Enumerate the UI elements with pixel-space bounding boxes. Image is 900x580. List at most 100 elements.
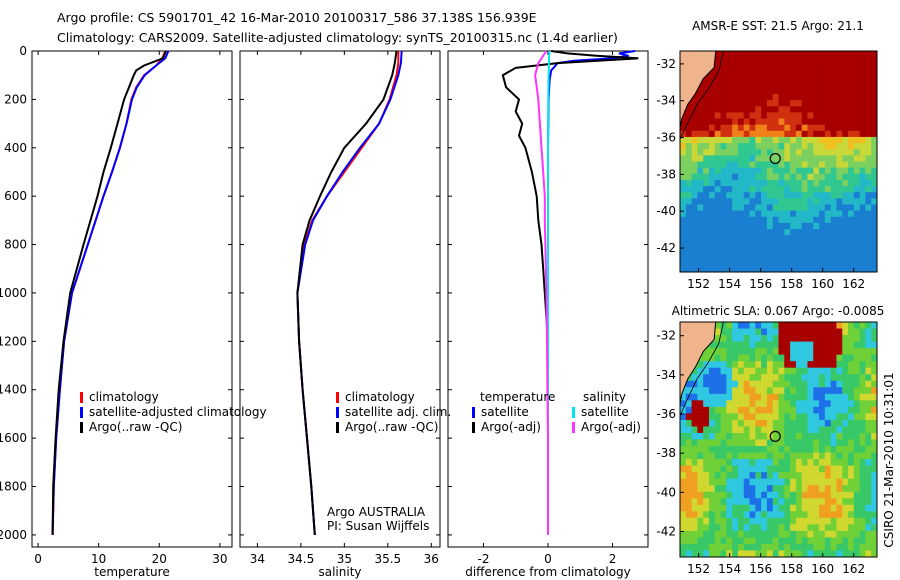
heatmap-cell (836, 51, 843, 58)
heatmap-cell (842, 186, 849, 193)
heatmap-cell (732, 179, 739, 187)
heatmap-cell (743, 530, 750, 538)
heatmap-cell (755, 161, 762, 169)
heatmap-cell (703, 247, 710, 254)
heatmap-cell (842, 118, 849, 126)
heatmap-cell (848, 106, 855, 113)
heatmap-cell (871, 204, 878, 212)
heatmap-cell (853, 387, 861, 395)
heatmap-cell (720, 413, 727, 421)
heatmap-cell (772, 348, 779, 356)
heatmap-cell (685, 118, 692, 126)
heatmap-cell (772, 517, 779, 525)
heatmap-cell (685, 400, 692, 408)
heatmap-cell (772, 155, 779, 162)
heatmap-cell (801, 241, 808, 248)
heatmap-cell (871, 335, 878, 342)
heatmap-cell (813, 393, 820, 401)
heatmap-cell (680, 241, 687, 248)
heatmap-cell (766, 485, 774, 493)
heatmap-cell (761, 393, 768, 401)
heatmap-cell (824, 439, 832, 447)
heatmap-cell (755, 222, 762, 230)
heatmap-cell (743, 173, 750, 181)
heatmap-cell (801, 51, 808, 58)
heatmap-cell (865, 51, 872, 58)
heatmap-cell (697, 400, 704, 408)
heatmap-cell (685, 459, 692, 467)
heatmap-cell (691, 530, 698, 538)
x-tick-label: 10 (91, 552, 106, 566)
heatmap-cell (761, 432, 768, 440)
heatmap-cell (691, 136, 698, 144)
heatmap-cell (859, 387, 866, 395)
heatmap-cell (697, 161, 704, 169)
heatmap-cell (784, 524, 791, 532)
heatmap-cell (807, 100, 814, 107)
heatmap-cell (732, 241, 739, 248)
heatmap-cell (807, 530, 814, 538)
heatmap-cell (824, 491, 832, 499)
heatmap-cell (761, 100, 768, 107)
heatmap-cell (853, 149, 861, 156)
heatmap-cell (842, 406, 849, 414)
heatmap-cell (772, 498, 779, 506)
heatmap-cell (813, 511, 820, 519)
heatmap-cell (790, 130, 797, 138)
heatmap-cell (853, 406, 861, 414)
heatmap-cell (720, 530, 727, 538)
heatmap-cell (703, 167, 710, 175)
heatmap-cell (761, 537, 768, 545)
heatmap-cell (703, 439, 710, 447)
heatmap-cell (726, 198, 733, 205)
heatmap-cell (772, 93, 779, 101)
heatmap-cell (737, 112, 745, 119)
heatmap-cell (784, 419, 791, 427)
heatmap-cell (761, 192, 768, 199)
heatmap-cell (819, 498, 826, 506)
heatmap-cell (685, 198, 692, 205)
heatmap-cell (778, 100, 785, 107)
heatmap-cell (813, 374, 820, 382)
depth-tick-label: 400 (4, 141, 27, 155)
heatmap-cell (819, 173, 826, 181)
heatmap-cell (732, 69, 739, 76)
heatmap-cell (778, 361, 785, 369)
heatmap-cell (737, 130, 745, 138)
heatmap-cell (824, 235, 832, 242)
heatmap-cell (784, 93, 791, 101)
heatmap-cell (784, 75, 791, 83)
heatmap-cell (714, 118, 721, 126)
heatmap-cell (680, 259, 687, 267)
heatmap-cell (720, 51, 727, 58)
heatmap-cell (708, 93, 716, 101)
heatmap-cell (708, 439, 716, 447)
heatmap-cell (784, 87, 791, 95)
heatmap-cell (720, 106, 727, 113)
heatmap-cell (761, 465, 768, 473)
heatmap-cell (749, 335, 756, 342)
heatmap-cell (784, 393, 791, 401)
heatmap-cell (842, 550, 849, 558)
heatmap-cell (685, 167, 692, 175)
lon-tick-label: 158 (780, 277, 803, 291)
heatmap-cell (726, 57, 733, 64)
heatmap-cell (830, 136, 837, 144)
heatmap-cell (726, 498, 733, 506)
heatmap-cell (842, 112, 849, 119)
heatmap-cell (795, 524, 803, 532)
heatmap-cell (755, 100, 762, 107)
heatmap-cell (755, 465, 762, 473)
heatmap-cell (853, 550, 861, 558)
heatmap-cell (853, 192, 861, 199)
heatmap-cell (720, 550, 727, 558)
heatmap-cell (807, 511, 814, 519)
heatmap-cell (737, 259, 745, 267)
heatmap-cell (761, 57, 768, 64)
heatmap-cell (859, 400, 866, 408)
heatmap-cell (813, 235, 820, 242)
heatmap-cell (772, 432, 779, 440)
heatmap-cell (761, 406, 768, 414)
heatmap-cell (766, 419, 774, 427)
heatmap-cell (853, 241, 861, 248)
